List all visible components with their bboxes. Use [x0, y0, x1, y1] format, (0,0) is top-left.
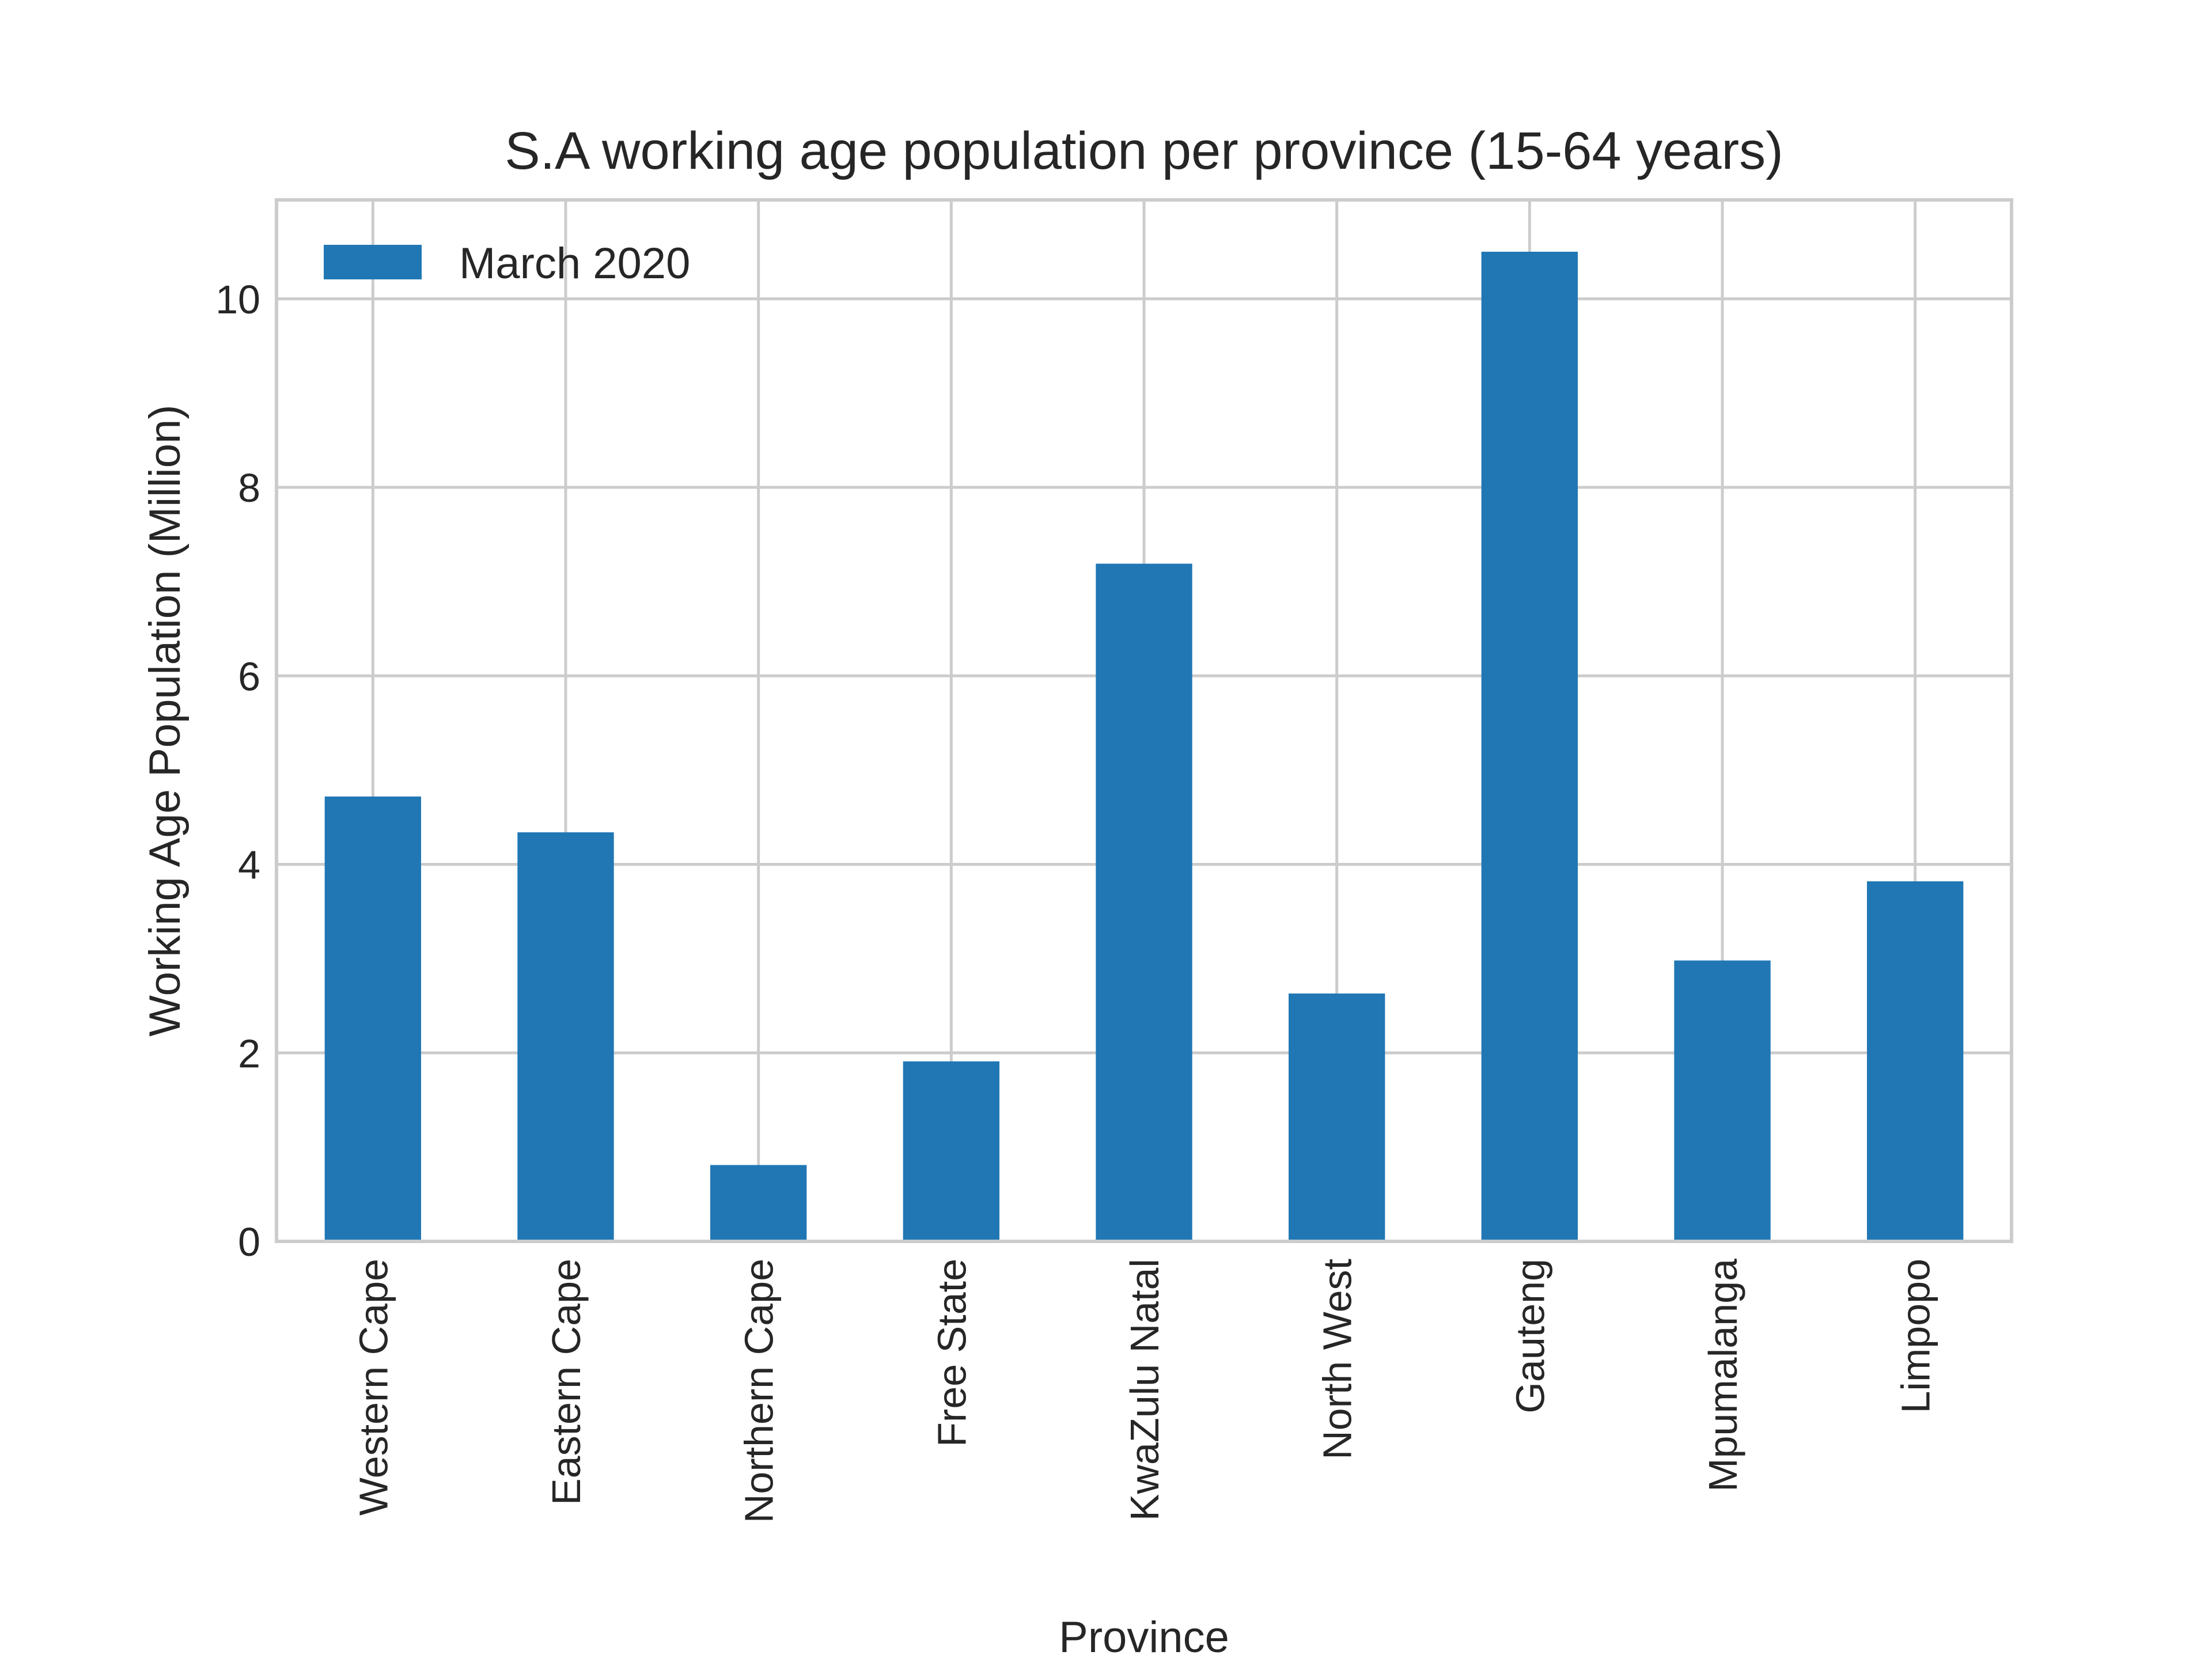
- chart-title: S.A working age population per province …: [505, 122, 1783, 180]
- y-tick-label-8: 8: [238, 465, 260, 510]
- x-tick-label-northern-cape: Northern Cape: [737, 1259, 782, 1523]
- bar-northern-cape: [710, 1165, 807, 1241]
- y-axis-label: Working Age Population (Million): [141, 405, 190, 1037]
- y-axis-ticks: 0 2 4 6 8 10: [215, 277, 260, 1264]
- x-tick-label-gauteng: Gauteng: [1508, 1259, 1552, 1414]
- bar-kwazulu-natal: [1096, 563, 1192, 1241]
- bars: [324, 251, 1964, 1241]
- x-tick-label-mpumalanga: Mpumalanga: [1700, 1259, 1745, 1492]
- bar-gauteng: [1481, 251, 1578, 1241]
- y-tick-label-4: 4: [238, 843, 260, 888]
- x-tick-label-free-state: Free State: [929, 1259, 974, 1447]
- bar-north-west: [1289, 993, 1385, 1241]
- x-axis-label: Province: [1059, 1613, 1229, 1659]
- x-tick-label-limpopo: Limpopo: [1893, 1259, 1938, 1414]
- y-tick-label-10: 10: [215, 277, 260, 322]
- x-tick-label-north-west: North West: [1315, 1259, 1360, 1460]
- bar-free-state: [903, 1061, 999, 1241]
- bar-western-cape: [324, 796, 421, 1241]
- bar-eastern-cape: [517, 832, 614, 1241]
- bar-mpumalanga: [1674, 960, 1771, 1241]
- bar-limpopo: [1867, 881, 1964, 1241]
- legend-label: March 2020: [459, 239, 690, 288]
- y-tick-label-6: 6: [238, 654, 260, 699]
- plot-frame: [275, 198, 2013, 1243]
- x-tick-label-western-cape: Western Cape: [351, 1259, 396, 1516]
- y-tick-label-0: 0: [238, 1219, 260, 1264]
- legend-swatch: [324, 245, 422, 279]
- legend: March 2020: [324, 239, 690, 288]
- x-axis-ticks: Western Cape Eastern Cape Northern Cape Fre…: [351, 1259, 1938, 1523]
- x-tick-label-eastern-cape: Eastern Cape: [544, 1259, 589, 1505]
- y-tick-label-2: 2: [238, 1031, 260, 1076]
- x-tick-label-kwazulu-natal: KwaZulu Natal: [1122, 1259, 1167, 1521]
